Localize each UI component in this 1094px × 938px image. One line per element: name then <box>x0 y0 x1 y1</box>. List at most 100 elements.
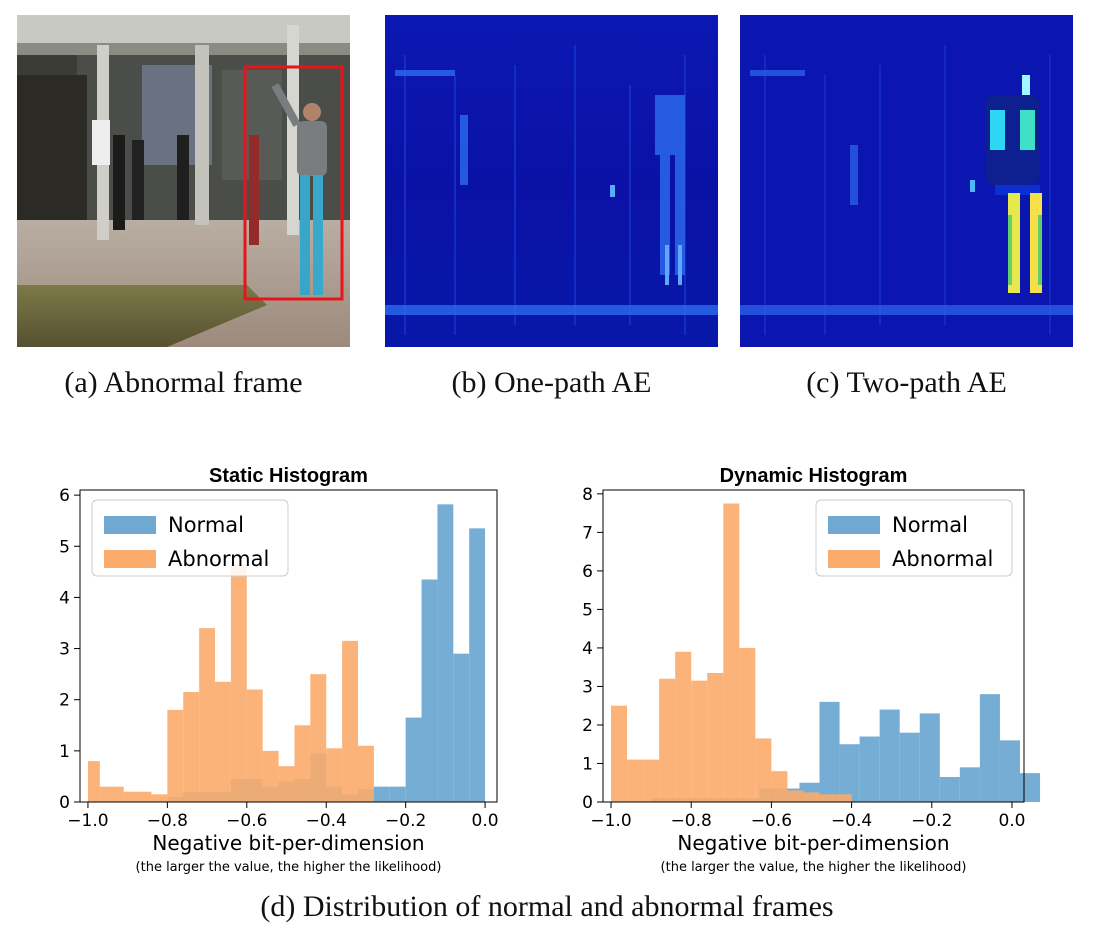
chart2-abnormal-bar-3 <box>659 678 676 802</box>
one-path-ae-heatmap-image <box>385 15 718 347</box>
chart1-x-tick-label-1: −0.8 <box>147 811 188 831</box>
chart2-title: Dynamic Histogram <box>720 465 908 487</box>
chart2-y-tick-label-0: 0 <box>582 793 593 813</box>
chart2-y-tick-label-1: 1 <box>582 754 593 774</box>
chart2-normal-bar-8 <box>899 732 920 802</box>
chart1-title: Static Histogram <box>209 465 368 487</box>
chart1-abnormal-bar-1 <box>99 786 124 802</box>
chart2-normal-bar-13 <box>999 740 1020 802</box>
chart2-legend-swatch-abnormal <box>828 550 880 568</box>
chart2-abnormal-bar-14 <box>835 794 852 802</box>
chart1-x-tick-label-0: −1.0 <box>67 811 108 831</box>
chart2-y-tick-label-8: 8 <box>582 485 593 505</box>
anomaly-bounding-box <box>243 65 344 301</box>
chart1-x-tick-label-4: −0.2 <box>385 811 426 831</box>
chart1-normal-bar-21 <box>421 579 438 802</box>
chart2-normal-bar-14 <box>1019 773 1041 802</box>
chart1-abnormal-bar-0 <box>87 761 100 802</box>
chart2-y-tick-label-6: 6 <box>582 562 593 582</box>
caption-abnormal-frame: (a) Abnormal frame <box>64 366 303 399</box>
chart2-normal-bar-11 <box>959 767 980 802</box>
chart1-legend-swatch-abnormal <box>104 550 156 568</box>
chart1-x-tick-label-2: −0.6 <box>226 811 267 831</box>
chart1-normal-bar-22 <box>437 504 454 802</box>
chart2-x-tick-label-5: 0.0 <box>998 811 1025 831</box>
chart2-x-tick-label-4: −0.2 <box>911 811 952 831</box>
chart2-normal-bar-7 <box>879 709 900 802</box>
one-path-ae-heatmap <box>385 15 718 347</box>
chart2-abnormal-bar-8 <box>739 647 756 802</box>
chart1-y-tick-label-4: 4 <box>59 588 70 608</box>
chart2-abnormal-bar-12 <box>803 792 820 802</box>
chart1-abnormal-bar-2 <box>123 791 152 802</box>
chart2-abnormal-bar-1 <box>627 759 644 802</box>
chart1-y-tick-label-3: 3 <box>59 640 70 660</box>
chart2-y-tick-label-4: 4 <box>582 639 593 659</box>
chart2-x-tick-label-2: −0.6 <box>751 811 792 831</box>
chart1-y-tick-label-5: 5 <box>59 537 70 557</box>
abnormal-frame-image <box>17 15 350 347</box>
chart2-normal-bar-12 <box>979 694 1000 802</box>
chart2-legend-swatch-normal <box>828 516 880 534</box>
chart2-normal-bar-9 <box>919 713 940 802</box>
chart2-abnormal-bar-4 <box>675 651 692 802</box>
chart1-y-tick-label-6: 6 <box>59 486 70 506</box>
chart2-legend-label-abnormal: Abnormal <box>892 547 993 571</box>
chart1-legend-label-normal: Normal <box>168 513 244 537</box>
chart2-plot-frame <box>602 489 1025 803</box>
chart1-abnormal-bar-9 <box>246 689 263 802</box>
chart2-y-tick-label-7: 7 <box>582 523 593 543</box>
chart1-abnormal-bar-12 <box>294 725 311 802</box>
chart1-abnormal-bar-10 <box>262 750 279 802</box>
chart1-abnormal-bar-11 <box>278 766 295 802</box>
histogram-charts: Static Histogram −1.0 −0.8 −0.6 −0.4 −0.2 0.0 0… <box>59 465 1041 875</box>
chart2-y-tick-label-2: 2 <box>582 716 593 736</box>
chart2-abnormal-bar-13 <box>819 794 836 802</box>
chart1-abnormal-bar-5 <box>183 692 200 802</box>
chart2-x-tick-label-0: −1.0 <box>590 811 631 831</box>
figure-caption: (d) Distribution of normal and abnormal … <box>260 890 834 923</box>
chart2-normal-bar-6 <box>859 736 880 802</box>
chart1-legend-label-abnormal: Abnormal <box>168 547 269 571</box>
chart2-abnormal-bar-7 <box>723 503 740 802</box>
chart1-plot-frame <box>79 489 498 803</box>
chart1-y-tick-label-0: 0 <box>59 793 70 813</box>
chart2-normal-bar-4 <box>819 701 840 802</box>
chart1-abnormal-bar-16 <box>358 745 374 802</box>
chart1-x-axis-note: (the larger the value, the higher the li… <box>136 860 442 875</box>
two-path-ae-heatmap-image <box>740 15 1073 347</box>
chart2-abnormal-bar-9 <box>755 738 772 802</box>
chart1-abnormal-bar-13 <box>310 674 327 802</box>
chart2-abnormal-bar-6 <box>707 672 724 802</box>
chart1-abnormal-bar-4 <box>167 709 184 802</box>
two-path-ae-heatmap <box>740 15 1073 347</box>
chart2-y-tick-label-5: 5 <box>582 600 593 620</box>
chart1-x-tick-label-3: −0.4 <box>306 811 347 831</box>
chart2-abnormal-bar-2 <box>643 759 660 802</box>
chart1-y-tick-label-2: 2 <box>59 691 70 711</box>
chart1-normal-bar-19 <box>389 786 406 802</box>
chart2-legend-label-normal: Normal <box>892 513 968 537</box>
abnormal-frame-scene <box>17 15 350 347</box>
chart2-x-tick-label-1: −0.8 <box>671 811 712 831</box>
chart1-normal-bar-20 <box>405 717 422 802</box>
caption-two-path-ae: (c) Two-path AE <box>806 366 1007 399</box>
chart1-abnormal-bar-3 <box>151 794 168 802</box>
chart2-normal-bar-5 <box>839 744 860 802</box>
caption-one-path-ae: (b) One-path AE <box>451 366 652 399</box>
chart1-normal-bar-23 <box>453 653 470 802</box>
chart1-x-axis-label: Negative bit-per-dimension <box>152 831 424 855</box>
chart2-normal-bar-10 <box>939 776 960 802</box>
chart2-abnormal-bar-5 <box>691 680 708 802</box>
chart2-x-axis-label: Negative bit-per-dimension <box>677 831 949 855</box>
chart2-x-axis-note: (the larger the value, the higher the li… <box>661 860 967 875</box>
chart1-normal-bar-18 <box>373 786 390 802</box>
chart1-legend-swatch-normal <box>104 516 156 534</box>
chart2-abnormal-bar-10 <box>771 771 788 802</box>
chart1-abnormal-bar-7 <box>215 681 231 802</box>
chart1-y-tick-label-1: 1 <box>59 742 70 762</box>
chart1-abnormal-bar-8 <box>230 564 247 802</box>
chart1-x-tick-label-5: 0.0 <box>472 811 499 831</box>
chart1-abnormal-bar-14 <box>326 748 343 802</box>
chart1-abnormal-bar-15 <box>342 640 358 802</box>
